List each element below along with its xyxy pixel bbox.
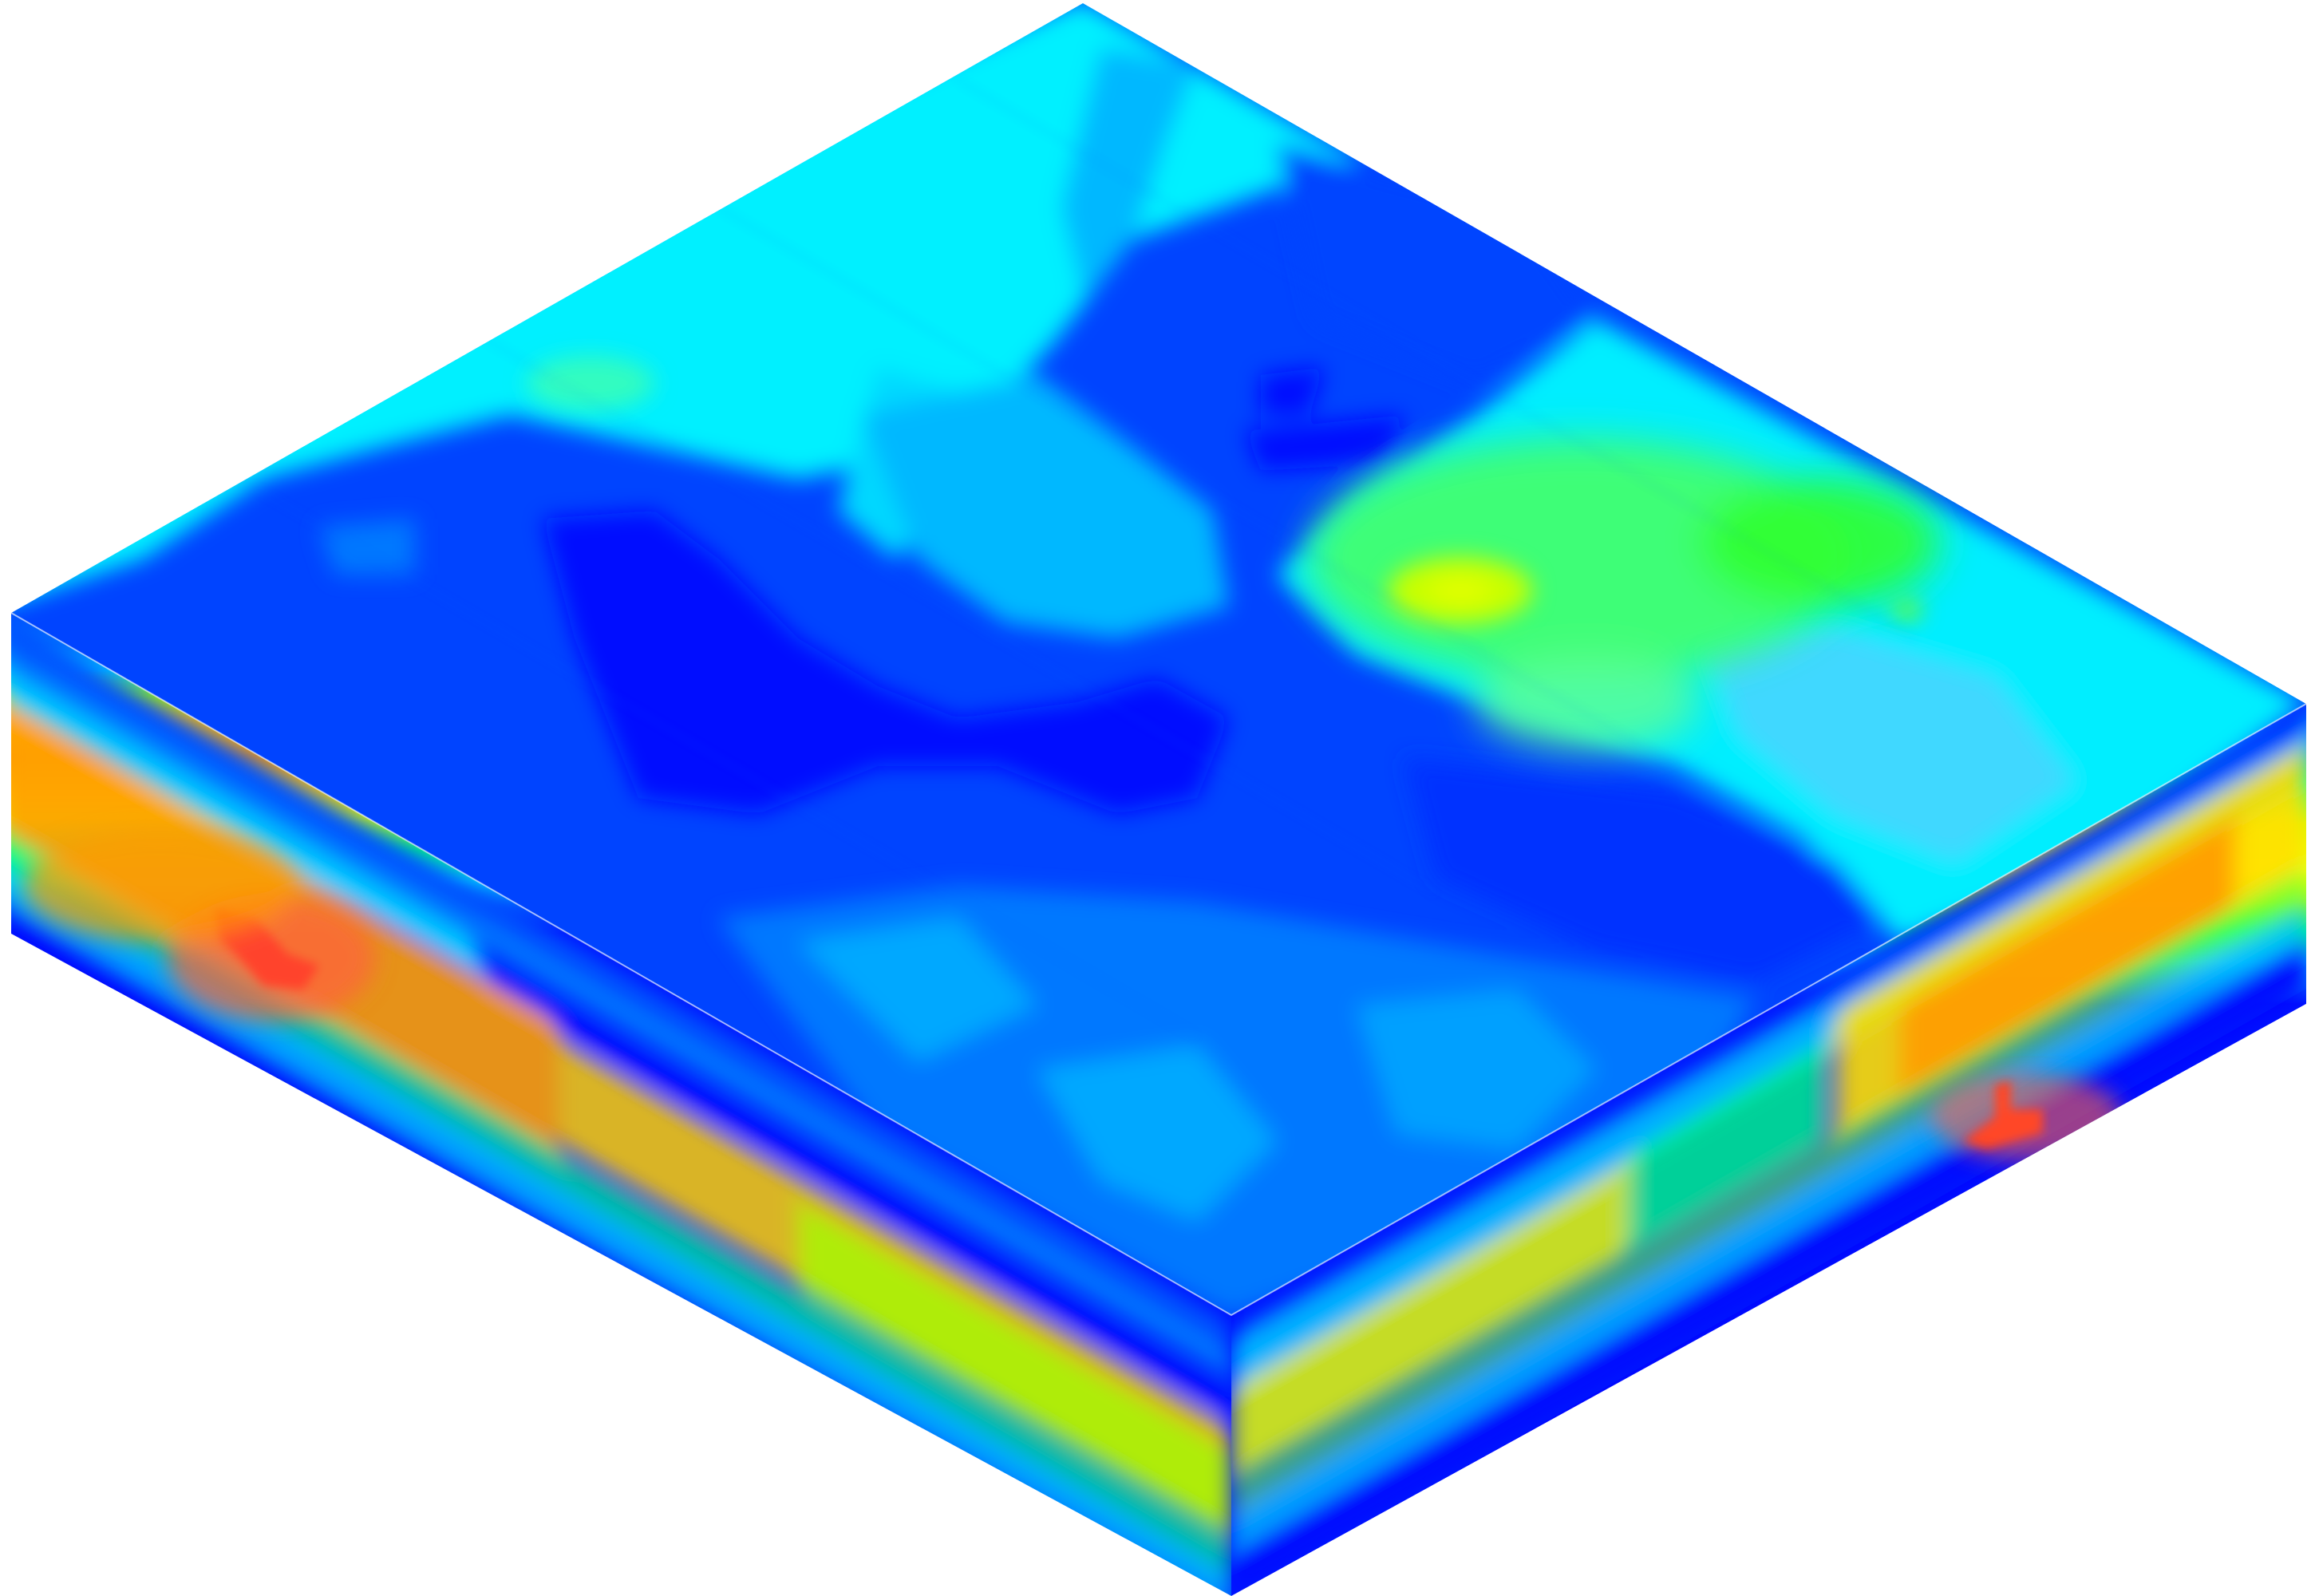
front-left-face bbox=[11, 613, 1231, 1596]
deep-blue-region-east bbox=[1404, 758, 1883, 982]
block-edges bbox=[10, 612, 2307, 1317]
top-face bbox=[11, 3, 2306, 1315]
deep-blue-region-center bbox=[543, 511, 1229, 814]
light-blue-region-center bbox=[862, 375, 1229, 638]
front-right-face bbox=[1231, 704, 2306, 1596]
cyan-region-north bbox=[11, 3, 1357, 606]
light-cyan-region-southeast bbox=[1708, 630, 2075, 862]
